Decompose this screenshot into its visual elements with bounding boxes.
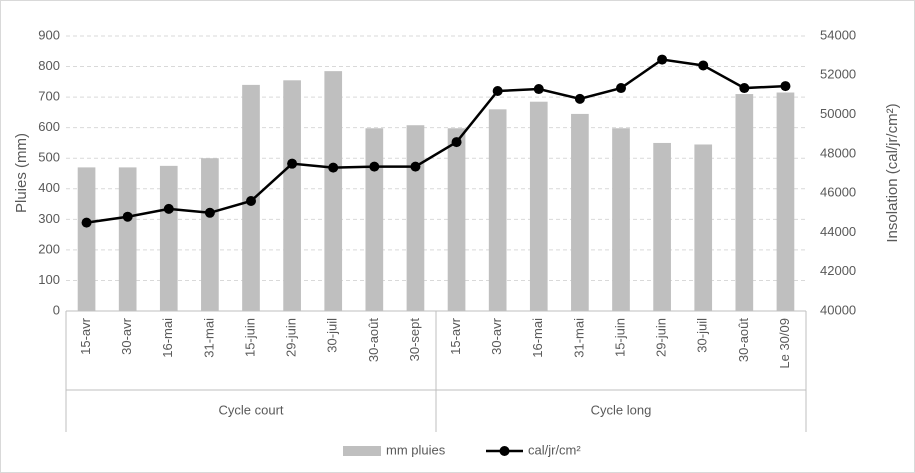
y2-tick-label: 52000 bbox=[820, 67, 856, 82]
x-tick-label: 16-mai bbox=[160, 318, 175, 358]
bar bbox=[735, 94, 754, 311]
line-marker bbox=[451, 137, 462, 148]
bar bbox=[776, 92, 795, 312]
y2-tick-label: 46000 bbox=[820, 185, 856, 200]
line-marker bbox=[204, 207, 215, 218]
line-marker bbox=[246, 196, 256, 206]
x-tick-label: 30-juil bbox=[695, 318, 710, 353]
x-tick-label: Le 30/09 bbox=[777, 318, 792, 369]
x-tick-label: 30-août bbox=[366, 318, 381, 362]
bar bbox=[283, 80, 301, 311]
y-tick-label: 800 bbox=[38, 58, 60, 73]
y-tick-label: 500 bbox=[38, 150, 60, 165]
bar bbox=[159, 165, 178, 311]
x-tick-label: 31-mai bbox=[571, 318, 586, 358]
line-marker bbox=[698, 60, 709, 71]
line-marker bbox=[616, 83, 626, 94]
x-tick-label: 16-mai bbox=[530, 318, 545, 358]
bar bbox=[406, 125, 425, 311]
bar bbox=[571, 113, 589, 312]
line-marker bbox=[163, 203, 174, 214]
x-tick-label: 15-juin bbox=[242, 318, 257, 357]
y-tick-label: 200 bbox=[38, 241, 60, 256]
bar bbox=[365, 128, 384, 311]
x-tick-label: 30-juil bbox=[325, 318, 340, 353]
line-marker bbox=[533, 84, 544, 95]
x-tick-label: 29-juin bbox=[654, 318, 669, 357]
bar bbox=[324, 71, 343, 311]
line-marker bbox=[492, 86, 503, 96]
x-tick-label: 29-juin bbox=[284, 318, 299, 357]
x-tick-label: 30-avr bbox=[489, 317, 504, 355]
line bbox=[86, 58, 786, 224]
line-marker bbox=[369, 161, 380, 172]
y2-tick-label: 44000 bbox=[820, 224, 856, 239]
line-marker bbox=[328, 162, 339, 173]
bar bbox=[118, 167, 137, 311]
line-marker bbox=[410, 161, 421, 172]
bar bbox=[653, 142, 671, 311]
x-tick-label: 15-avr bbox=[448, 317, 463, 355]
group-label: Cycle long bbox=[591, 402, 652, 417]
y2-axis-title: Insolation (cal/jr/cm²) bbox=[884, 103, 901, 242]
line-marker bbox=[780, 81, 791, 92]
line-marker bbox=[657, 54, 668, 65]
y-axis-title: Pluies (mm) bbox=[13, 133, 30, 213]
y2-tick-label: 54000 bbox=[820, 27, 856, 42]
line-marker bbox=[739, 83, 750, 94]
x-tick-label: 30-août bbox=[736, 318, 751, 362]
legend-label: cal/jr/cm² bbox=[528, 442, 581, 457]
bar bbox=[488, 109, 507, 311]
y2-tick-label: 42000 bbox=[820, 263, 856, 278]
line-marker bbox=[122, 211, 133, 222]
legend-label: mm pluies bbox=[386, 442, 446, 457]
x-tick-label: 30-sept bbox=[407, 318, 422, 362]
y-tick-label: 100 bbox=[38, 272, 60, 287]
y-tick-label: 700 bbox=[38, 89, 60, 104]
x-tick-label: 15-juin bbox=[612, 318, 627, 357]
legend-swatch bbox=[499, 446, 510, 456]
y2-tick-label: 40000 bbox=[820, 302, 856, 317]
y-tick-label: 600 bbox=[38, 119, 60, 134]
bar bbox=[612, 128, 630, 311]
x-tick-label: 30-avr bbox=[119, 317, 134, 355]
y-tick-label: 300 bbox=[38, 211, 60, 226]
y-tick-label: 0 bbox=[53, 302, 60, 317]
line-marker bbox=[287, 158, 298, 169]
bar bbox=[77, 167, 96, 311]
bar bbox=[529, 101, 548, 311]
bar bbox=[201, 158, 219, 311]
line-marker bbox=[81, 217, 92, 228]
y-tick-label: 400 bbox=[38, 180, 60, 195]
legend-swatch bbox=[343, 446, 381, 456]
y2-tick-label: 50000 bbox=[820, 106, 856, 121]
x-tick-label: 31-mai bbox=[201, 318, 216, 358]
group-label: Cycle court bbox=[218, 402, 283, 417]
bar bbox=[694, 144, 713, 311]
bar bbox=[447, 128, 466, 311]
x-tick-label: 15-avr bbox=[78, 317, 93, 355]
y-tick-label: 900 bbox=[38, 27, 60, 42]
y2-tick-label: 48000 bbox=[820, 145, 856, 160]
line-marker bbox=[574, 93, 585, 104]
